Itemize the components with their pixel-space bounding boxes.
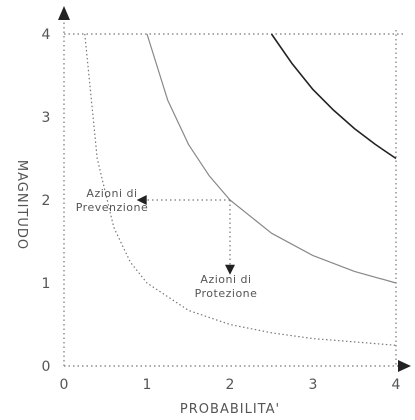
- risk-curve-2: [146, 33, 397, 284]
- x-tick-label: 4: [392, 377, 401, 393]
- y-tick-label: 3: [42, 110, 51, 126]
- y-tick-label: 0: [42, 359, 51, 375]
- x-tick-label: 3: [309, 377, 318, 393]
- x-axis-arrowhead: [398, 360, 411, 372]
- axis-layer: [58, 6, 411, 372]
- tick-layer: 0 1 2 3 4 0 1 2 3 4: [42, 27, 401, 393]
- risk-curve-1: [84, 33, 397, 346]
- prevention-label: Azioni di Prevenzione: [76, 187, 149, 214]
- grid-layer: [64, 30, 406, 366]
- y-axis-arrowhead: [58, 6, 70, 20]
- x-tick-label: 2: [226, 377, 235, 393]
- protection-label-line: Azioni di: [200, 273, 251, 286]
- x-tick-label: 1: [143, 377, 152, 393]
- y-tick-label: 2: [42, 193, 51, 209]
- y-tick-label: 1: [42, 276, 51, 292]
- prevention-label-line: Prevenzione: [76, 201, 149, 214]
- protection-label: Azioni di Protezione: [195, 273, 258, 300]
- protection-arrowhead: [225, 264, 235, 275]
- prevention-arrowhead: [136, 195, 147, 205]
- x-tick-label: 0: [60, 377, 69, 393]
- y-axis-title: MAGNITUDO: [14, 160, 29, 250]
- protection-label-line: Protezione: [195, 287, 258, 300]
- x-axis-title: PROBABILITA': [180, 402, 280, 417]
- risk-curve-3: [270, 33, 397, 160]
- y-tick-label: 4: [42, 27, 51, 43]
- prevention-label-line: Azioni di: [86, 187, 137, 200]
